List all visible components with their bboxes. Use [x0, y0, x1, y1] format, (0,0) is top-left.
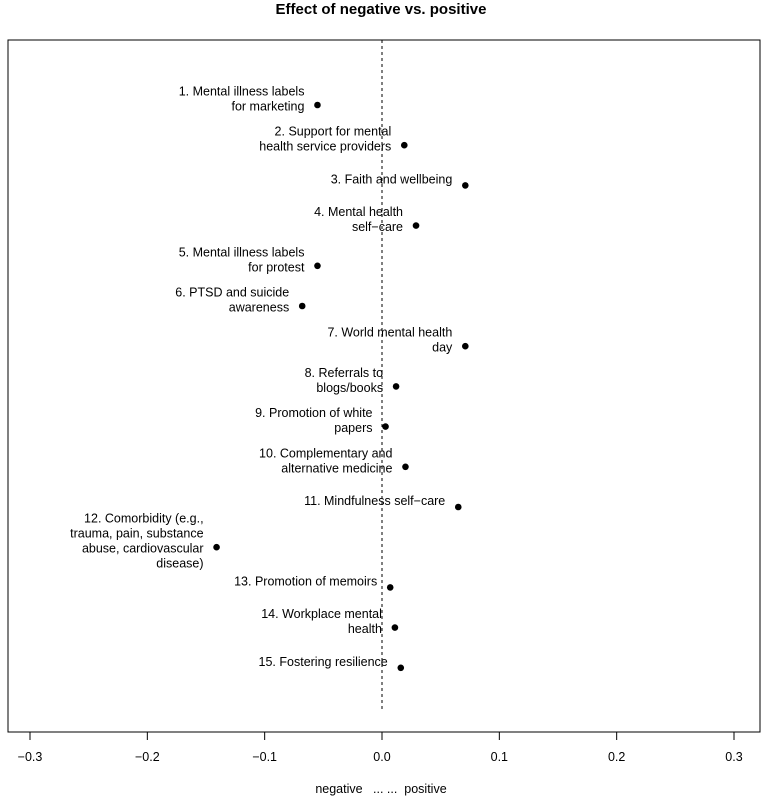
point-label: self−care	[352, 220, 403, 234]
point-label: 14. Workplace mental	[261, 607, 382, 621]
point-group: 12. Comorbidity (e.g.,trauma, pain, subs…	[70, 512, 220, 571]
x-tick-label: 0.2	[608, 750, 625, 764]
point-label: 11. Mindfulness self−care	[304, 494, 445, 508]
point-label: 8. Referrals to	[305, 366, 384, 380]
point-label: 9. Promotion of white	[255, 406, 372, 420]
data-point	[412, 222, 420, 229]
point-label: papers	[334, 421, 372, 435]
data-point	[298, 302, 306, 310]
chart-title: Effect of negative vs. positive	[276, 1, 487, 18]
point-label: 13. Promotion of memoirs	[234, 574, 377, 588]
point-label: for protest	[248, 260, 305, 274]
x-tick-label: 0.0	[373, 750, 390, 764]
point-group: 13. Promotion of memoirs	[234, 574, 394, 591]
point-label: 15. Fostering resilience	[259, 655, 388, 669]
data-point	[462, 342, 469, 350]
point-group: 3. Faith and wellbeing	[331, 172, 469, 189]
point-label: blogs/books	[316, 381, 383, 395]
x-axis-label: negative ... ... positive	[315, 782, 446, 796]
x-tick-label: 0.3	[725, 750, 742, 764]
data-point	[462, 182, 469, 189]
data-point	[386, 584, 394, 591]
point-label: 1. Mental illness labels	[179, 85, 305, 99]
point-label: 5. Mental illness labels	[179, 245, 305, 259]
x-axis: −0.3 −0.2 −0.1 0.0 0.1 0.2 0.3	[18, 731, 743, 764]
point-label: 10. Complementary and	[259, 446, 392, 460]
point-label: 2. Support for mental	[275, 125, 392, 139]
data-point	[454, 503, 462, 511]
data-point	[400, 141, 408, 149]
point-label: 7. World mental health	[327, 326, 452, 340]
point-label: 3. Faith and wellbeing	[331, 172, 453, 186]
data-point	[391, 624, 399, 631]
data-point	[314, 101, 321, 109]
point-label: abuse, cardiovascular	[82, 542, 204, 556]
data-point	[382, 423, 389, 430]
point-label: 12. Comorbidity (e.g.,	[84, 512, 204, 526]
point-label: disease)	[156, 557, 203, 571]
point-group: 11. Mindfulness self−care	[304, 494, 462, 511]
point-label: trauma, pain, substance	[70, 527, 203, 541]
x-tick-label: −0.3	[18, 750, 43, 764]
x-tick-label: 0.1	[491, 750, 508, 764]
data-point	[392, 383, 400, 390]
point-label: health	[348, 622, 382, 636]
point-label: for marketing	[232, 100, 305, 114]
x-tick-label: −0.2	[135, 750, 160, 764]
data-point	[397, 664, 405, 672]
data-point	[213, 543, 220, 551]
point-label: alternative medicine	[281, 461, 392, 475]
point-group: 15. Fostering resilience	[259, 655, 405, 672]
point-label: health service providers	[259, 140, 391, 154]
point-label: day	[432, 341, 453, 355]
x-tick-label: −0.1	[252, 750, 277, 764]
data-point	[402, 463, 409, 471]
point-label: awareness	[229, 301, 289, 315]
data-point	[314, 262, 321, 270]
point-label: 6. PTSD and suicide	[175, 286, 289, 300]
point-label: 4. Mental health	[314, 205, 403, 219]
